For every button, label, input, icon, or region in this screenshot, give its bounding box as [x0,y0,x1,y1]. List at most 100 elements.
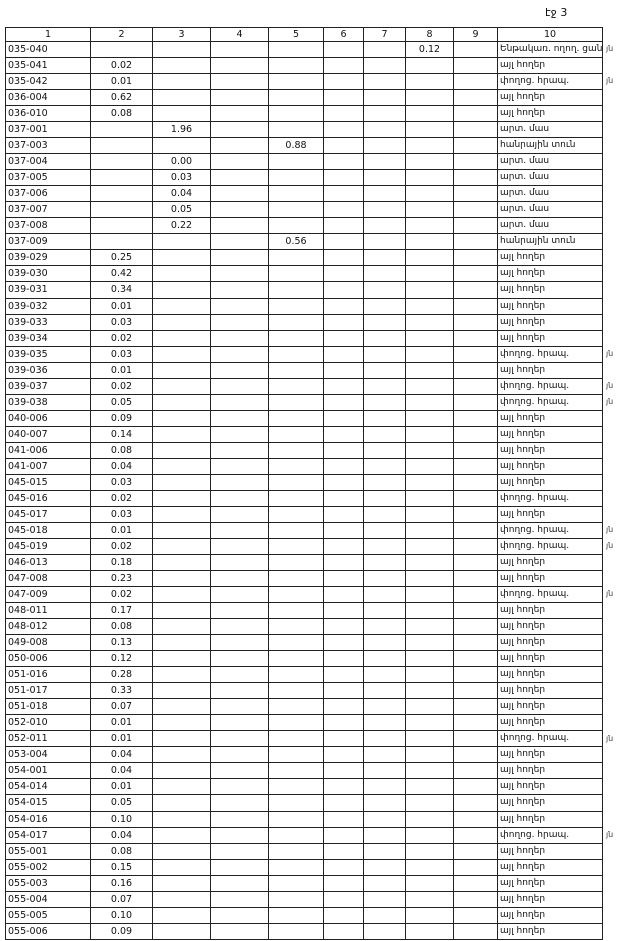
table-cell [453,345,498,363]
table-row: 037-007 0.05 արտ. մաս [5,201,603,219]
table-cell [453,393,498,411]
table-cell [152,393,211,411]
table-cell [363,634,406,652]
table-cell [152,586,211,604]
table-cell [210,329,269,347]
table-cell: 039-037 [5,377,91,395]
table-cell [453,586,498,604]
table-cell [323,553,364,572]
table-cell [210,40,269,59]
table-cell [453,361,498,379]
table-cell [363,810,406,828]
table-cell: 047-009 [5,586,91,604]
table-cell: 0.10 [90,906,153,924]
table-cell: 049-008 [5,634,91,652]
table-cell [152,105,211,123]
table-cell [323,634,364,652]
table-cell [363,794,406,812]
table-cell [453,153,498,171]
table-cell [453,105,498,123]
table-cell [453,89,498,107]
table-cell [363,73,406,91]
table-cell [405,249,454,267]
table-cell: 0.02 [90,57,153,75]
table-cell [453,698,498,716]
table-cell: փողոց. հրապ. [497,826,603,844]
table-cell [323,169,364,187]
table-cell: Ենթակառ. ողող. ցանց [497,40,603,59]
table-cell: այլ հողեր [497,249,603,267]
table-row: 047-009 0.02 փողոց. հրապ. [5,586,603,604]
table-cell [405,345,454,363]
table-cell [323,602,364,620]
table-cell [268,650,324,668]
table-cell [323,570,364,588]
table-cell [152,281,211,299]
table-cell: 0.04 [152,185,211,203]
table-cell [453,842,498,860]
table-cell [210,874,269,892]
table-cell [152,618,211,636]
table-row: 048-012 0.08 այլ հողեր [5,618,603,636]
table-cell [210,746,269,764]
table-cell [363,409,406,427]
table-cell: փողոց. հրապ. [497,586,603,604]
table-cell [405,698,454,716]
table-cell [90,121,153,139]
table-cell: հանրային տուն [497,137,603,155]
table-cell [323,297,364,315]
table-cell [323,618,364,636]
table-cell: 1.96 [152,121,211,139]
table-cell [405,105,454,123]
table-cell: այլ հողեր [497,441,603,459]
table-cell: 055-005 [5,906,91,924]
table-cell [323,313,364,331]
table-cell [323,233,364,251]
table-cell: 0.08 [90,105,153,123]
table-cell [453,473,498,491]
table-cell: այլ հողեր [497,425,603,443]
table-cell: 051-016 [5,666,91,684]
table-cell [363,40,406,59]
table-cell: այլ հողեր [497,778,603,796]
table-cell [363,121,406,139]
table-cell [268,345,324,363]
table-cell [268,153,324,171]
table-cell: այլ հողեր [497,602,603,620]
table-cell [363,297,406,315]
table-cell [152,313,211,331]
table-cell: 0.09 [90,409,153,427]
table-cell: հանրային տուն [497,233,603,251]
table-row: 051-016 0.28 այլ հողեր [5,666,603,684]
table-cell [453,810,498,828]
table-cell [323,874,364,892]
table-cell: 0.16 [90,874,153,892]
table-cell: այլ հողեր [497,409,603,427]
table-cell [323,537,364,556]
column-header: 1 [5,27,91,42]
table-cell [363,698,406,716]
table-cell [152,698,211,716]
table-cell [152,602,211,620]
table-cell [323,425,364,443]
table-cell [210,858,269,876]
table-row: 035-040 0.12 Ենթակառ. ողող. ցանց [5,40,603,59]
table-row: 055-005 0.10 այլ հողեր [5,906,603,924]
table-cell [363,441,406,459]
table-cell: արտ. մաս [497,217,603,235]
table-cell [210,810,269,828]
table-row: 054-014 0.01 այլ հողեր [5,778,603,796]
table-cell [268,409,324,427]
table-cell [268,858,324,876]
table-cell [363,105,406,123]
table-cell [453,618,498,636]
table-cell [453,441,498,459]
table-cell [363,233,406,251]
table-cell [323,217,364,235]
table-cell [363,185,406,203]
table-cell [453,409,498,427]
table-cell: 055-001 [5,842,91,860]
table-cell [405,553,454,572]
table-cell [405,425,454,443]
